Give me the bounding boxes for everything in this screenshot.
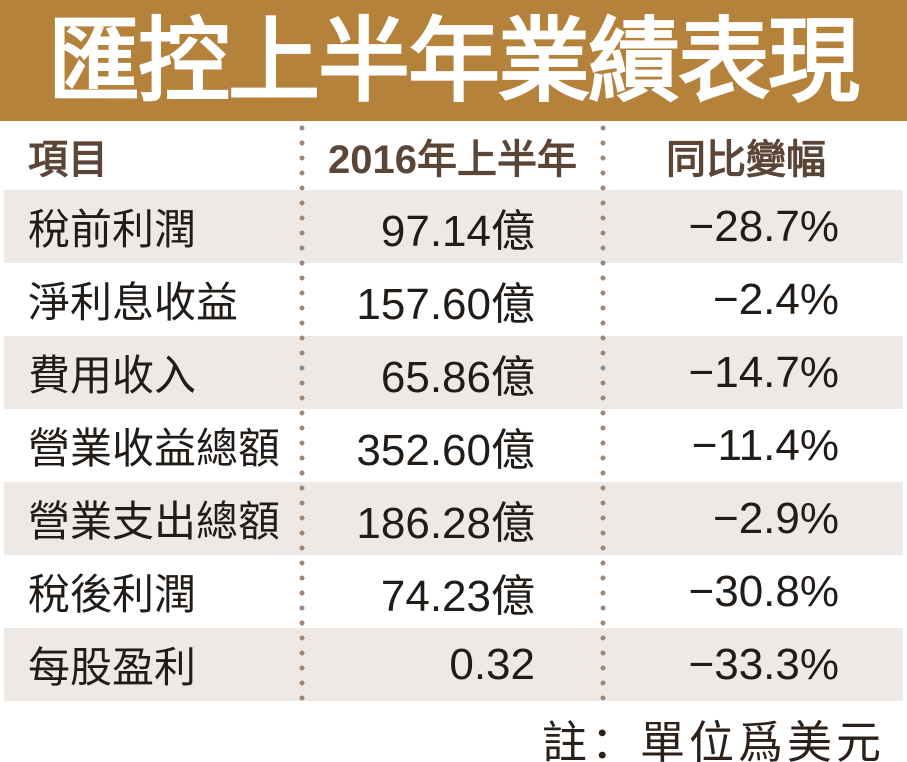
row-label: 每股盈利 bbox=[28, 644, 197, 691]
table-row: 每股盈利 0.32 −33.3% bbox=[4, 628, 903, 701]
table-header-row: 項目 2016年上半年 同比變幅 bbox=[4, 121, 903, 190]
table-row: 稅前利潤 97.14億 −28.7% bbox=[4, 190, 903, 263]
row-value: 97.14億 bbox=[380, 206, 535, 256]
page-title: 匯控上半年業績表現 bbox=[48, 11, 860, 113]
row-label: 營業支出總額 bbox=[28, 498, 281, 545]
table-row: 稅後利潤 74.23億 −30.8% bbox=[4, 555, 903, 628]
dotted-column-divider bbox=[600, 121, 606, 701]
table-row: 營業支出總額 186.28億 −2.9% bbox=[4, 482, 903, 555]
row-change: −2.9% bbox=[713, 493, 839, 543]
results-table: 項目 2016年上半年 同比變幅 稅前利潤 97.14億 −28.7% 淨利息收… bbox=[0, 121, 907, 701]
row-label: 稅後利潤 bbox=[28, 571, 197, 618]
column-header-item: 項目 bbox=[28, 137, 108, 182]
row-value: 0.32 bbox=[449, 639, 535, 689]
column-header-period: 2016年上半年 bbox=[328, 137, 577, 182]
row-change: −33.3% bbox=[688, 639, 839, 689]
row-value: 65.86億 bbox=[380, 352, 535, 402]
row-value: 352.60億 bbox=[356, 425, 535, 475]
row-label: 稅前利潤 bbox=[28, 206, 197, 253]
column-header-change: 同比變幅 bbox=[666, 137, 826, 182]
row-label: 淨利息收益 bbox=[28, 279, 239, 326]
title-banner: 匯控上半年業績表現 bbox=[0, 0, 907, 121]
row-value: 74.23億 bbox=[380, 571, 535, 621]
unit-footnote: 註：單位爲美元 bbox=[541, 718, 885, 762]
row-value: 157.60億 bbox=[356, 279, 535, 329]
row-change: −28.7% bbox=[688, 201, 839, 251]
row-value: 186.28億 bbox=[356, 498, 535, 548]
row-change: −11.4% bbox=[691, 420, 839, 470]
row-change: −14.7% bbox=[688, 347, 839, 397]
table-row: 營業收益總額 352.60億 −11.4% bbox=[4, 409, 903, 482]
table-row: 費用收入 65.86億 −14.7% bbox=[4, 336, 903, 409]
row-label: 費用收入 bbox=[28, 352, 197, 399]
row-label: 營業收益總額 bbox=[28, 425, 281, 472]
table-row: 淨利息收益 157.60億 −2.4% bbox=[4, 263, 903, 336]
row-change: −2.4% bbox=[713, 274, 839, 324]
row-change: −30.8% bbox=[688, 566, 839, 616]
dotted-column-divider bbox=[299, 121, 305, 701]
